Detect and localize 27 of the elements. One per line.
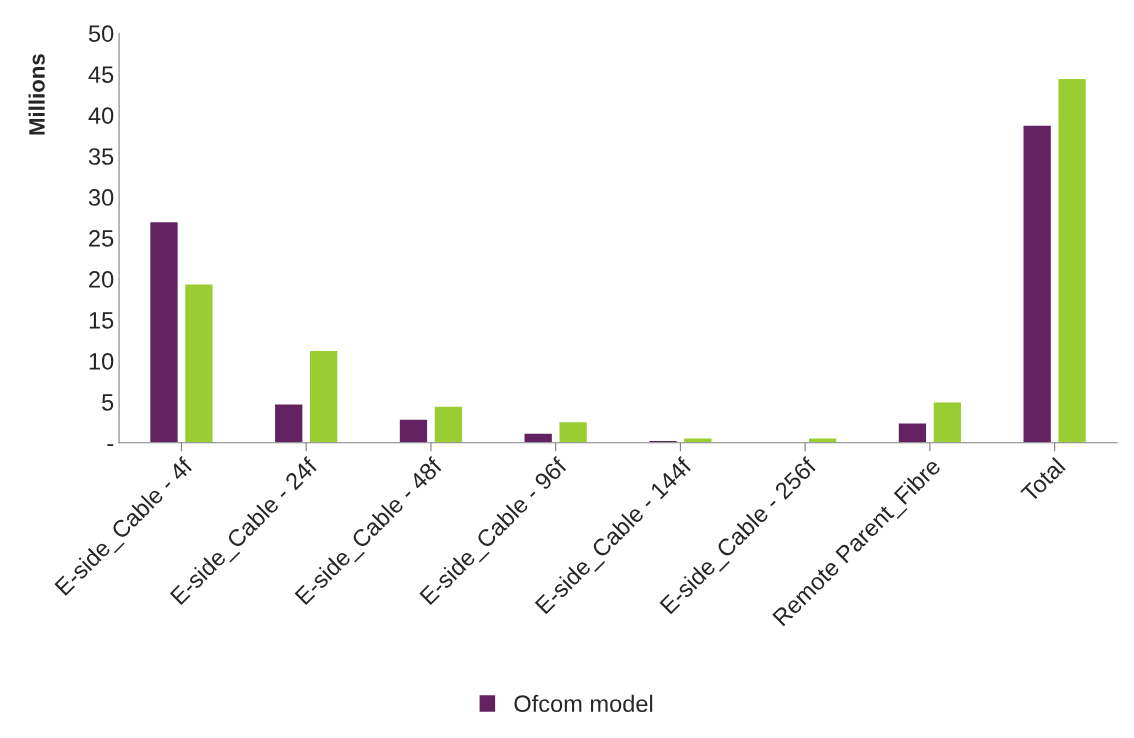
bar [682,437,713,443]
y-axis-title: Millions [28,54,45,135]
bar [523,432,554,443]
bar [1022,124,1053,443]
bar [1057,77,1088,443]
legend-label: Ofcom model [514,694,653,713]
y-tick-label: 45 [88,66,114,83]
y-tick-label: 15 [89,312,114,329]
y-tick-label: 20 [89,271,114,288]
bar [308,349,339,443]
bar [932,401,963,443]
y-tick-label: 25 [89,230,114,247]
y-tick-label: 50 [88,25,114,42]
y-tick-label: 10 [89,352,114,370]
bar [807,437,838,443]
y-tick-label: 35 [88,148,114,165]
bar [433,405,464,443]
y-tick-label: 30 [88,189,114,206]
bar [558,420,589,443]
y-tick-label: - [107,444,114,447]
bar [273,403,304,443]
y-tick-label: 40 [88,107,114,124]
bar [398,418,429,443]
bar [897,422,928,443]
bar [148,220,180,443]
bar [183,283,214,443]
y-tick-label: 5 [102,394,114,411]
